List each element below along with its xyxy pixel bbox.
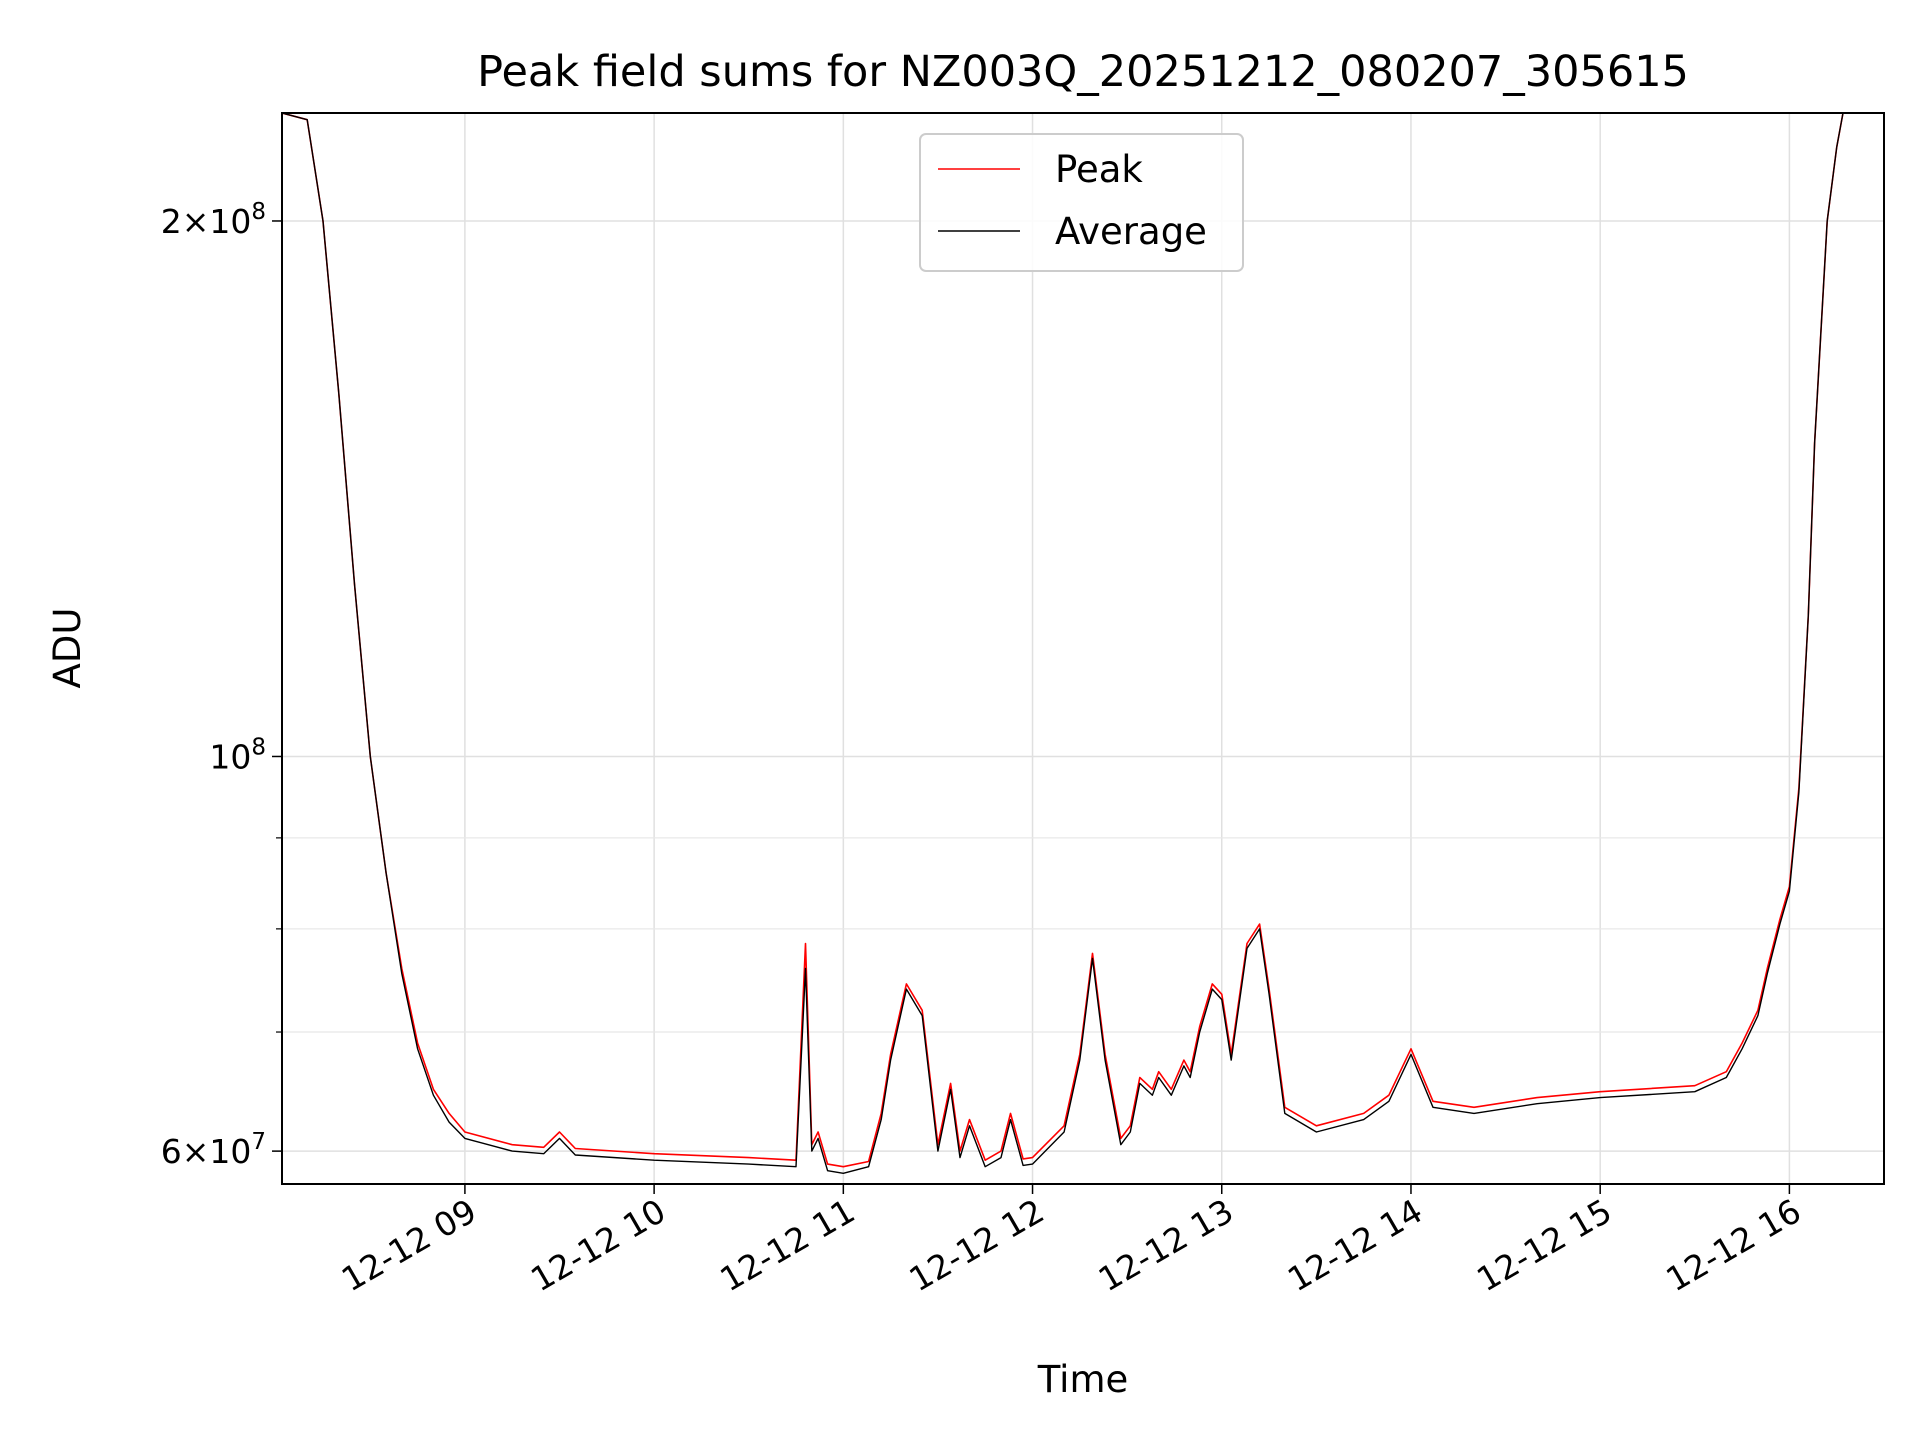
- x-axis-label: Time: [1037, 1358, 1129, 1401]
- legend-label-peak: Peak: [1055, 148, 1143, 191]
- legend-label-average: Average: [1055, 210, 1207, 253]
- chart-title: Peak field sums for NZ003Q_20251212_0802…: [477, 47, 1689, 97]
- y-tick-label: 108: [209, 734, 266, 776]
- y-tick-label: 2×108: [161, 199, 266, 241]
- plot-frame: [281, 112, 1885, 1185]
- y-tick-label: 6×107: [161, 1129, 266, 1171]
- series-layer: [282, 113, 1884, 1174]
- series-line-average: [282, 113, 1884, 1174]
- legend: Peak Average: [919, 133, 1244, 272]
- y-axis: 6×107 108 2×108: [161, 199, 282, 1171]
- y-axis-label: ADU: [46, 608, 89, 689]
